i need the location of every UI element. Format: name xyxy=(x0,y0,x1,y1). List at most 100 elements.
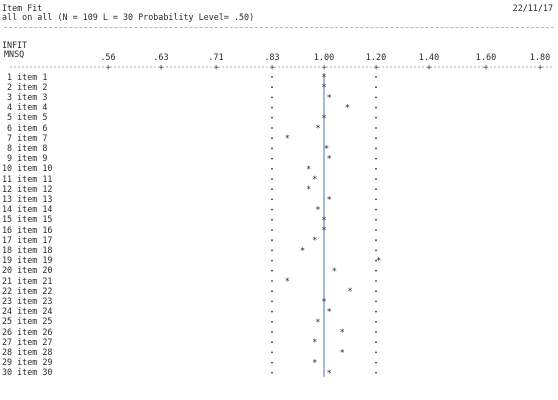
item-label: 19 item 19 xyxy=(2,255,53,266)
upper-limit-dot xyxy=(375,341,377,344)
lower-limit-dot xyxy=(271,229,273,231)
upper-limit-dot xyxy=(375,290,377,293)
lower-limit-dot xyxy=(271,290,273,293)
item-label: 27 item 27 xyxy=(2,336,53,347)
item-fit-marker: * xyxy=(321,226,326,236)
report-subtitle: all on all (N = 109 L = 30 Probability L… xyxy=(2,12,255,22)
lower-limit-dot xyxy=(271,167,273,170)
item-fit-marker: * xyxy=(315,206,320,216)
item-fit-marker: * xyxy=(312,175,317,185)
lower-limit-dot xyxy=(271,249,273,252)
x-tick-label: .71 xyxy=(208,53,223,63)
upper-limit-dot xyxy=(375,127,377,129)
lower-limit-dot xyxy=(271,116,273,119)
item-label: 3 item 3 xyxy=(2,91,48,102)
item-fit-marker: * xyxy=(327,369,332,379)
item-label: 17 item 17 xyxy=(2,234,53,245)
x-tick-label: 1.40 xyxy=(419,53,439,63)
item-label: 24 item 24 xyxy=(2,306,53,317)
x-tick-mark: + xyxy=(269,63,274,73)
item-fit-marker: * xyxy=(312,236,317,246)
upper-limit-dot xyxy=(375,198,377,201)
lower-limit-dot xyxy=(271,147,273,150)
upper-limit-dot xyxy=(375,239,377,242)
item-label: 23 item 23 xyxy=(2,295,53,306)
x-tick-mark: + xyxy=(373,63,378,73)
stat-label-infit: INFIT xyxy=(2,40,28,50)
lower-limit-dot xyxy=(271,331,273,333)
upper-limit-dot xyxy=(375,361,377,364)
item-fit-marker: * xyxy=(315,124,320,134)
lower-limit-dot xyxy=(271,280,273,282)
upper-limit-dot xyxy=(375,371,377,374)
item-label: 25 item 25 xyxy=(2,316,53,327)
upper-limit-dot xyxy=(375,300,377,303)
upper-limit-dot xyxy=(375,331,377,333)
x-tick-label: 1.80 xyxy=(530,53,550,63)
lower-limit-dot xyxy=(271,86,273,89)
item-label: 2 item 2 xyxy=(2,81,48,92)
header-separator xyxy=(4,27,554,28)
upper-limit-dot xyxy=(375,320,377,323)
item-fit-marker: * xyxy=(324,144,329,154)
upper-limit-dot xyxy=(375,178,377,180)
item-label: 26 item 26 xyxy=(2,326,53,337)
upper-limit-dot xyxy=(375,147,377,150)
item-label: 16 item 16 xyxy=(2,224,53,235)
item-label: 12 item 12 xyxy=(2,183,53,194)
lower-limit-dot xyxy=(271,188,273,191)
item-fit-marker: * xyxy=(321,297,326,307)
item-label: 22 item 22 xyxy=(2,285,53,296)
lower-limit-dot xyxy=(271,351,273,354)
x-tick-mark: + xyxy=(105,63,110,73)
report-title: Item Fit xyxy=(2,3,43,13)
item-fit-marker: * xyxy=(321,216,326,226)
lower-limit-dot xyxy=(271,320,273,323)
item-label: 15 item 15 xyxy=(2,214,53,225)
upper-limit-dot xyxy=(375,86,377,89)
upper-limit-dot xyxy=(375,310,377,313)
item-label: 13 item 13 xyxy=(2,193,53,204)
lower-limit-dot xyxy=(271,310,273,313)
item-label: 7 item 7 xyxy=(2,132,48,143)
lower-limit-dot xyxy=(271,198,273,201)
item-label: 29 item 29 xyxy=(2,357,53,368)
upper-limit-dot xyxy=(375,76,377,78)
lower-limit-dot xyxy=(271,96,273,99)
upper-limit-dot xyxy=(375,218,377,221)
item-fit-marker: * xyxy=(285,134,290,144)
item-label: 1 item 1 xyxy=(2,71,48,82)
upper-limit-dot xyxy=(375,157,377,160)
lower-limit-dot xyxy=(271,127,273,129)
x-tick-label: 1.60 xyxy=(476,53,496,63)
lower-limit-dot xyxy=(271,157,273,160)
item-label: 8 item 8 xyxy=(2,142,48,153)
item-label: 20 item 20 xyxy=(2,265,53,276)
item-label: 10 item 10 xyxy=(2,163,53,174)
x-tick-mark: + xyxy=(426,63,431,73)
lower-limit-dot xyxy=(271,106,273,109)
item-label: 30 item 30 xyxy=(2,367,53,378)
upper-limit-dot xyxy=(375,229,377,231)
item-fit-marker: * xyxy=(306,185,311,195)
upper-limit-dot xyxy=(375,137,377,140)
lower-limit-dot xyxy=(271,259,273,262)
item-fit-marker: * xyxy=(327,308,332,318)
x-tick-mark: + xyxy=(483,63,488,73)
lower-limit-dot xyxy=(271,76,273,78)
x-tick-label: 1.20 xyxy=(366,53,386,63)
report-date: 22/11/17 xyxy=(512,3,553,13)
upper-limit-dot xyxy=(375,351,377,354)
lower-limit-dot xyxy=(271,341,273,344)
item-label: 6 item 6 xyxy=(2,122,48,133)
item-label: 18 item 18 xyxy=(2,244,53,255)
item-fit-marker: * xyxy=(321,114,326,124)
item-fit-marker: * xyxy=(312,359,317,369)
x-tick-label: .83 xyxy=(264,53,279,63)
item-fit-marker: * xyxy=(327,195,332,205)
item-label: 9 item 9 xyxy=(2,153,48,164)
item-label: 5 item 5 xyxy=(2,112,48,123)
lower-limit-dot xyxy=(271,300,273,303)
item-label: 4 item 4 xyxy=(2,102,48,113)
